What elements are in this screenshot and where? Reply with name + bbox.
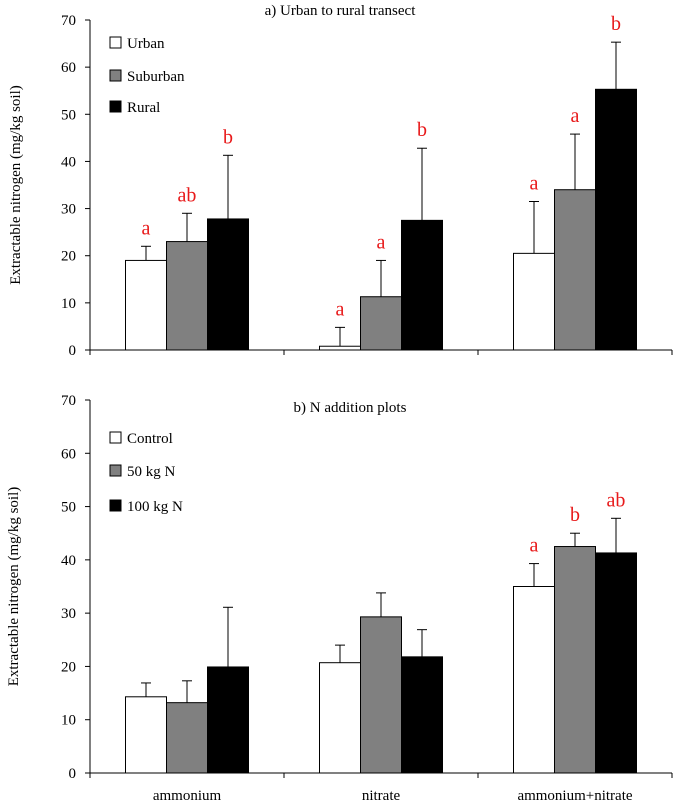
- y-tick-label: 50: [61, 500, 76, 516]
- bar-nitrate-series-2: [401, 219, 443, 351]
- chart-title: b) N addition plots: [294, 400, 407, 416]
- y-axis-label: Extractable nitrogen (mg/kg soil): [8, 85, 24, 285]
- legend-swatch-0: [109, 36, 122, 49]
- bar-ammonium-nitrate-series-1: [554, 189, 596, 351]
- bar-nitrate-series-0: [319, 662, 361, 774]
- significance-letter: b: [611, 13, 621, 35]
- significance-letter: b: [570, 504, 580, 526]
- bar-nitrate-series-2: [401, 656, 443, 774]
- significance-letter: ab: [607, 489, 626, 511]
- y-axis-label: Extractable nitrogen (mg/kg soil): [6, 487, 22, 687]
- legend-swatch-2: [109, 100, 122, 113]
- significance-letter: a: [336, 298, 345, 320]
- significance-letter: a: [377, 231, 386, 253]
- y-tick-label: 20: [61, 659, 76, 675]
- legend-label: Urban: [127, 36, 165, 52]
- y-tick-label: 70: [61, 13, 76, 29]
- y-tick-label: 40: [61, 154, 76, 170]
- y-tick-label: 50: [61, 107, 76, 123]
- bar-nitrate-series-1: [360, 296, 402, 351]
- bar-ammonium-nitrate-series-0: [513, 586, 555, 774]
- y-tick-label: 70: [61, 393, 76, 409]
- legend-swatch-0: [109, 431, 122, 444]
- significance-letter: b: [417, 119, 427, 141]
- legend-label: Control: [127, 431, 173, 447]
- significance-letter: b: [223, 126, 233, 148]
- bar-ammonium-series-0: [125, 259, 167, 351]
- bar-ammonium-nitrate-series-1: [554, 546, 596, 774]
- y-tick-label: 40: [61, 553, 76, 569]
- y-tick-label: 60: [61, 446, 76, 462]
- significance-letter: a: [571, 105, 580, 127]
- bar-ammonium-series-2: [207, 666, 249, 774]
- x-category-label: ammonium+nitrate: [517, 788, 632, 803]
- bar-nitrate-series-0: [319, 345, 361, 351]
- y-tick-label: 60: [61, 60, 76, 76]
- legend-label: 50 kg N: [127, 464, 176, 480]
- chart-panel-b: 0 10 20 30 40 50 60 70 b) N addition plots Extrac…: [6, 393, 673, 803]
- significance-letter: ab: [178, 184, 197, 206]
- chart-title: a) Urban to rural transect: [265, 3, 417, 19]
- x-category-label: nitrate: [362, 788, 401, 803]
- bar-ammonium-series-1: [166, 702, 208, 774]
- y-tick-label: 10: [61, 713, 76, 729]
- legend-label: Rural: [127, 100, 160, 116]
- legend-swatch-2: [109, 499, 122, 512]
- bar-ammonium-series-1: [166, 241, 208, 351]
- significance-letter: a: [530, 173, 539, 195]
- bar-ammonium-nitrate-series-0: [513, 252, 555, 351]
- y-tick-label: 0: [69, 766, 77, 782]
- legend-swatch-1: [109, 464, 122, 477]
- bar-ammonium-series-2: [207, 218, 249, 351]
- bar-ammonium-series-0: [125, 696, 167, 774]
- significance-letter: a: [530, 535, 539, 557]
- y-tick-label: 30: [61, 202, 76, 218]
- significance-letter: a: [142, 217, 151, 239]
- y-tick-label: 0: [69, 343, 77, 359]
- legend-swatch-1: [109, 69, 122, 82]
- bar-ammonium-nitrate-series-2: [595, 552, 637, 774]
- legend-label: Suburban: [127, 69, 185, 85]
- y-tick-label: 30: [61, 606, 76, 622]
- x-category-label: ammonium: [153, 788, 222, 803]
- y-tick-label: 10: [61, 296, 76, 312]
- bar-nitrate-series-1: [360, 616, 402, 774]
- y-tick-label: 20: [61, 249, 76, 265]
- bar-ammonium-nitrate-series-2: [595, 88, 637, 351]
- chart-panel-a: 0 10 20 30 40 50 60 70 a) Urban to rural transec…: [8, 3, 673, 359]
- legend-label: 100 kg N: [127, 499, 183, 515]
